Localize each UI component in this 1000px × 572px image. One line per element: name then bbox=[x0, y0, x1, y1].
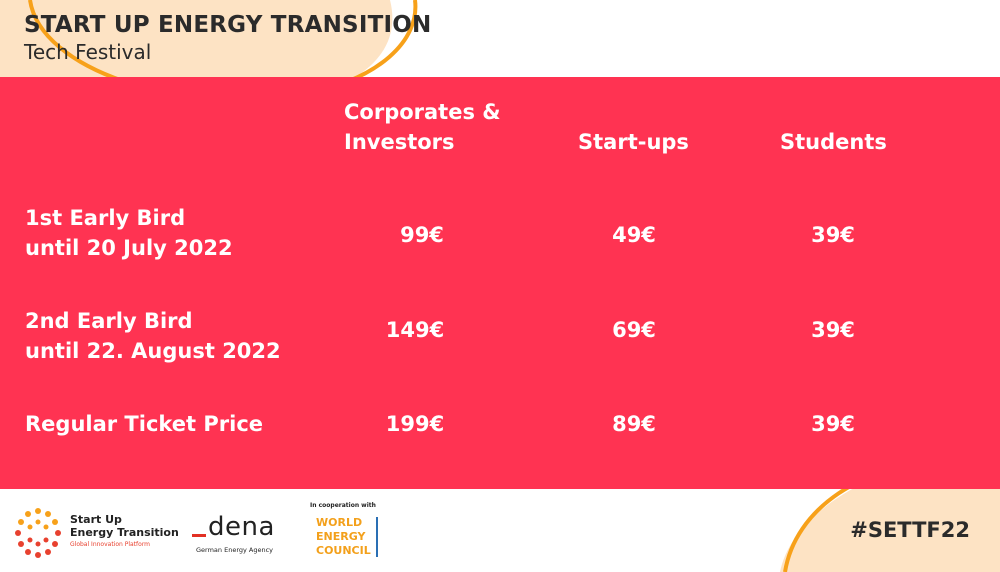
wec-blue-bar bbox=[376, 517, 378, 557]
event-subtitle: Tech Festival bbox=[24, 40, 152, 64]
row-label-line1: 1st Early Bird bbox=[25, 206, 186, 230]
price-cell: 199€ bbox=[385, 412, 445, 436]
pricing-table: Corporates & Investors Start-ups Student… bbox=[0, 77, 1000, 489]
set-logo-line1: Start Up bbox=[70, 513, 122, 526]
world-energy-council-logo: In cooperation with WORLD ENERGY COUNCIL bbox=[310, 502, 390, 566]
dena-logo: dena German Energy Agency bbox=[190, 512, 280, 562]
wec-line2: ENERGY bbox=[316, 530, 366, 543]
column-header-corporates: Corporates & Investors bbox=[344, 97, 501, 157]
row-label-regular-price: Regular Ticket Price bbox=[25, 412, 264, 436]
price-cell: 49€ bbox=[612, 223, 656, 247]
column-header-startups: Start-ups bbox=[578, 130, 689, 154]
set-logo: Start Up Energy Transition Global Innova… bbox=[12, 505, 182, 565]
row-label-line2: until 20 July 2022 bbox=[25, 236, 233, 260]
wec-line1: WORLD bbox=[316, 516, 363, 529]
price-cell: 149€ bbox=[385, 318, 445, 342]
row-label-second-early-bird: 2nd Early Bird until 22. August 2022 bbox=[25, 306, 281, 366]
dena-red-bar bbox=[192, 534, 206, 537]
dena-wordmark: dena bbox=[208, 512, 275, 542]
column-header-corporates-line2: Investors bbox=[344, 130, 455, 154]
price-cell: 69€ bbox=[612, 318, 656, 342]
price-cell: 89€ bbox=[612, 412, 656, 436]
event-hashtag: #SETTF22 bbox=[850, 518, 970, 542]
set-logo-line2: Energy Transition bbox=[70, 526, 179, 539]
dena-subtitle: German Energy Agency bbox=[196, 546, 274, 554]
column-header-students: Students bbox=[780, 130, 887, 154]
price-cell: 99€ bbox=[400, 223, 444, 247]
row-label-line1: 2nd Early Bird bbox=[25, 309, 193, 333]
wec-line3: COUNCIL bbox=[316, 544, 371, 557]
set-dots-icon bbox=[15, 508, 61, 558]
cooperation-label: In cooperation with bbox=[310, 502, 376, 509]
row-label-line2: until 22. August 2022 bbox=[25, 339, 281, 363]
price-cell: 39€ bbox=[811, 412, 855, 436]
event-header: START UP ENERGY TRANSITION Tech Festival bbox=[24, 12, 431, 64]
row-label-first-early-bird: 1st Early Bird until 20 July 2022 bbox=[25, 203, 233, 263]
event-title: START UP ENERGY TRANSITION bbox=[24, 12, 432, 38]
price-cell: 39€ bbox=[811, 318, 855, 342]
column-header-corporates-line1: Corporates & bbox=[344, 100, 501, 124]
price-cell: 39€ bbox=[811, 223, 855, 247]
set-logo-line3: Global Innovation Platform bbox=[70, 541, 151, 548]
